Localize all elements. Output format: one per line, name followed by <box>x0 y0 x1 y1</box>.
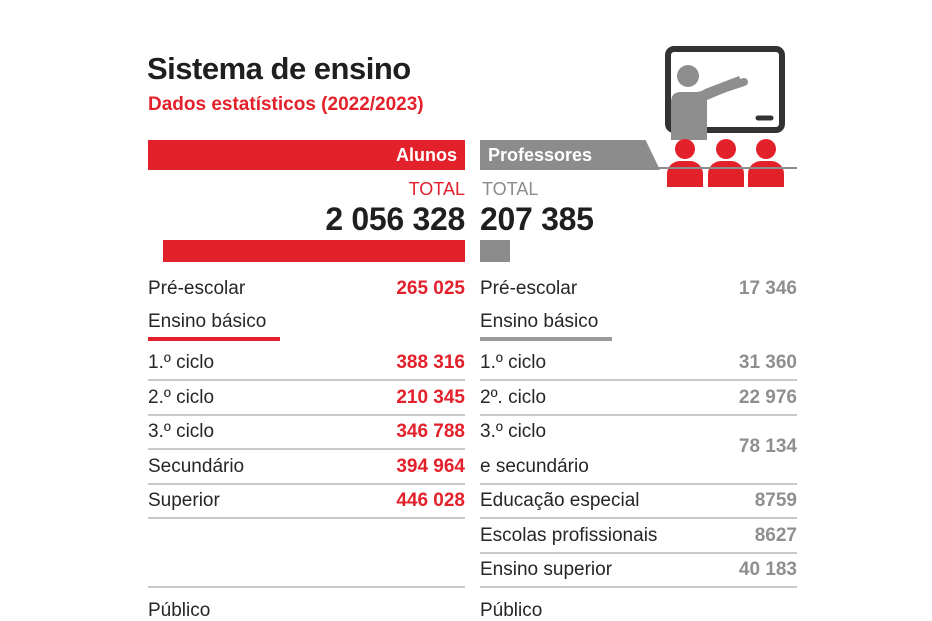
row-value: 446 028 <box>396 490 465 511</box>
row-label: Público <box>480 600 543 621</box>
row-value: 8627 <box>754 525 797 546</box>
row-value: 210 345 <box>396 387 465 408</box>
row-label: Pré-escolar <box>148 278 246 299</box>
alunos-total-value: 2 056 328 <box>325 201 465 237</box>
professores-total-label: TOTAL <box>482 179 539 199</box>
row-label: Superior <box>148 490 220 511</box>
students-group-icon <box>640 130 800 192</box>
alunos-row-publico: Público <box>148 600 465 621</box>
row-divider <box>148 414 465 416</box>
professores-header: Professores <box>480 140 660 170</box>
professores-total-bar <box>480 240 511 262</box>
row-value: 22 976 <box>738 387 797 408</box>
professores-row-publico: Público <box>480 600 797 621</box>
row-divider <box>480 552 797 554</box>
row-label-line2: e secundário <box>480 456 589 477</box>
professores-header-strip <box>655 167 797 169</box>
row-label: Educação especial <box>480 490 640 511</box>
row-divider <box>480 379 797 381</box>
row-label: 2.º ciclo <box>148 387 215 408</box>
row-divider <box>480 517 797 519</box>
row-label: 1.º ciclo <box>148 352 215 373</box>
section-label: Ensino básico <box>480 311 599 332</box>
alunos-row-pre-escolar: Pré-escolar 265 025 <box>148 277 465 301</box>
alunos-row: 2.º ciclo 210 345 <box>148 386 465 410</box>
row-value: 346 788 <box>396 421 465 442</box>
professores-section-underline <box>480 337 612 341</box>
row-value: 388 316 <box>396 352 465 373</box>
alunos-total-label: TOTAL <box>408 179 465 199</box>
row-label: Secundário <box>148 456 245 477</box>
alunos-section-ensino-basico: Ensino básico <box>148 310 465 334</box>
row-label: 3.º ciclo <box>480 421 547 442</box>
row-divider <box>480 483 797 485</box>
row-divider <box>480 414 797 416</box>
row-value: 40 183 <box>738 559 797 580</box>
row-divider <box>148 379 465 381</box>
alunos-header: Alunos <box>148 140 465 170</box>
row-divider <box>480 586 797 588</box>
alunos-total-bar <box>163 240 465 262</box>
teacher-board-icon <box>640 40 800 192</box>
row-value: 17 346 <box>738 278 797 299</box>
row-label: Público <box>148 600 211 621</box>
professores-row: Educação especial 8759 <box>480 489 797 513</box>
professores-section-ensino-basico: Ensino básico <box>480 310 797 334</box>
alunos-section-underline <box>148 337 280 341</box>
professores-row-pre-escolar: Pré-escolar 17 346 <box>480 277 797 301</box>
row-divider <box>148 517 465 519</box>
professores-row: 1.º ciclo 31 360 <box>480 351 797 375</box>
row-divider <box>148 586 465 588</box>
alunos-row: Secundário 394 964 <box>148 455 465 479</box>
row-value: 78 134 <box>738 436 797 457</box>
row-label: Pré-escolar <box>480 278 578 299</box>
row-label: 3.º ciclo <box>148 421 215 442</box>
row-label: 1.º ciclo <box>480 352 547 373</box>
row-label: Ensino superior <box>480 559 613 580</box>
professores-row: Ensino superior 40 183 <box>480 558 797 582</box>
row-value: 265 025 <box>396 278 465 299</box>
section-label: Ensino básico <box>148 311 267 332</box>
professores-total-value: 207 385 <box>480 201 594 237</box>
alunos-row: 1.º ciclo 388 316 <box>148 351 465 375</box>
row-value: 394 964 <box>396 456 465 477</box>
row-label: 2º. ciclo <box>480 387 547 408</box>
row-divider <box>148 483 465 485</box>
row-value: 8759 <box>754 490 797 511</box>
alunos-row: Superior 446 028 <box>148 489 465 513</box>
page-title: Sistema de ensino <box>147 51 411 86</box>
alunos-row: 3.º ciclo 346 788 <box>148 420 465 444</box>
page-subtitle: Dados estatísticos (2022/2023) <box>148 94 424 115</box>
row-value: 31 360 <box>738 352 797 373</box>
professores-row: Escolas profissionais 8627 <box>480 524 797 548</box>
row-divider <box>148 448 465 450</box>
professores-row: 3.º ciclo e secundário 78 134 <box>480 420 797 479</box>
row-label: Escolas profissionais <box>480 525 658 546</box>
professores-row: 2º. ciclo 22 976 <box>480 386 797 410</box>
